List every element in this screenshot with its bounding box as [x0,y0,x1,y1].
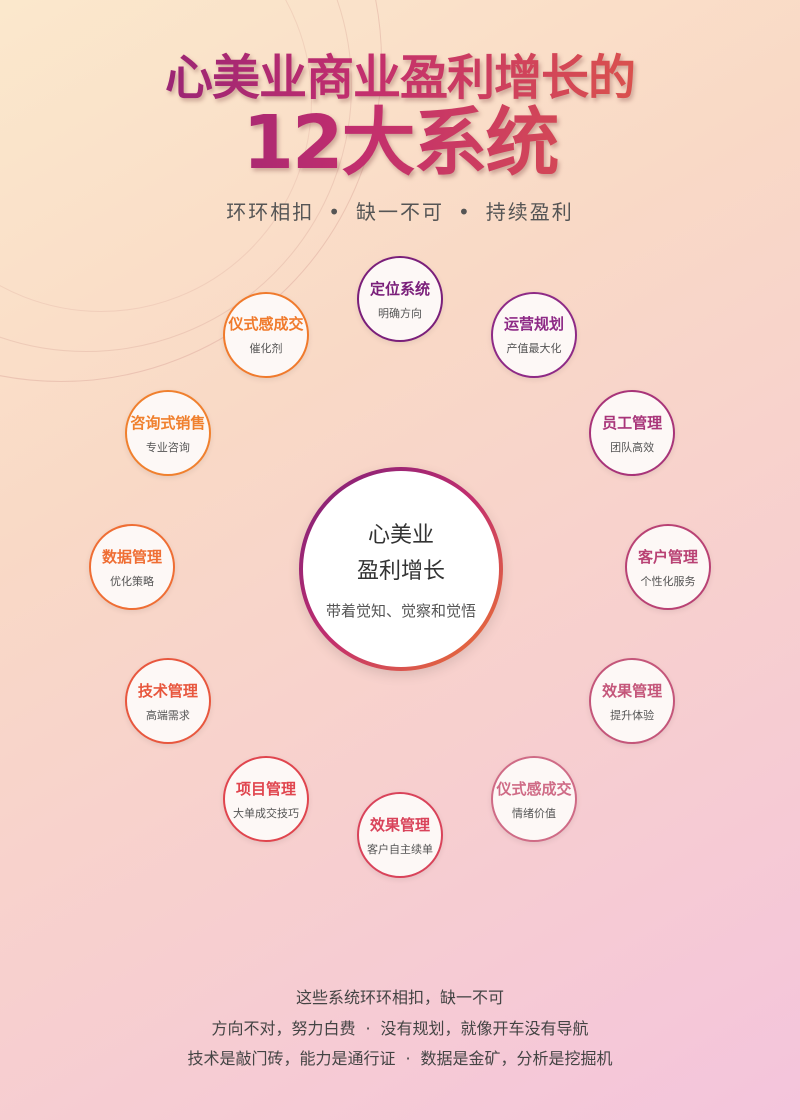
center-hub: 心美业 盈利增长 带着觉知、觉察和觉悟 [299,467,503,671]
tagline-separator: • [458,200,472,224]
system-title: 仪式感成交 [496,779,572,798]
system-title: 效果管理 [602,681,663,700]
tagline-item: 缺一不可 [356,200,444,224]
tagline-item: 持续盈利 [485,200,574,224]
system-title: 员工管理 [602,413,663,432]
system-node: 仪式感成交 催化剂 [223,291,309,378]
system-node: 咨询式销售 专业咨询 [124,390,211,476]
system-node: 效果管理 提升体验 [589,658,676,744]
footer-separator: · [365,1019,371,1038]
system-title: 数据管理 [101,547,162,566]
tagline-separator: • [328,200,342,224]
system-title: 技术管理 [137,681,198,700]
system-node: 项目管理大单成交技巧 [223,756,309,843]
system-node: 运营规划 产值最大化 [491,291,577,378]
footer-separator: · [405,1049,411,1068]
footer-line-2: 方向不对，努力白费 · 没有规划，就像开车没有导航 [0,1015,800,1039]
system-subtitle: 个性化服务 [640,574,696,588]
system-node: 员工管理 团队高效 [589,390,676,476]
page-title: 心美业商业盈利增长的 [0,48,800,108]
page-title-main: 12大系统 [0,100,800,186]
footer-line-1: 这些系统环环相扣，缺一不可 [295,988,504,1007]
system-node: 定位系统 明确方向 [357,256,443,342]
system-node: 效果管理客户自主续单 [357,792,443,878]
system-title: 咨询式销售 [130,413,206,432]
footer-text: 方向不对，努力白费 [211,1019,356,1038]
system-title: 项目管理 [235,779,296,798]
footer-text: 数据是金矿，分析是挖掘机 [420,1049,613,1068]
system-subtitle: 提升体验 [610,708,655,722]
system-node: 客户管理 个性化服务 [625,524,711,610]
system-subtitle: 催化剂 [249,342,283,356]
center-title-line1: 心美业 [367,522,434,548]
system-subtitle: 团队高效 [610,440,655,454]
tagline: 环环相扣 • 缺一不可 • 持续盈利 [0,196,800,225]
system-node: 仪式感成交 情绪价值 [491,756,577,843]
system-title: 效果管理 [369,815,430,834]
center-caption: 带着觉知、觉察和觉悟 [325,601,476,620]
center-title-line2: 盈利增长 [356,558,445,584]
system-subtitle: 优化策略 [110,574,154,588]
footer-text: 技术是敲门砖，能力是通行证 [187,1049,396,1068]
system-subtitle: 情绪价值 [512,806,556,820]
system-subtitle: 客户自主续单 [367,842,433,856]
system-subtitle: 产值最大化 [506,342,562,356]
system-subtitle: 大单成交技巧 [233,806,299,820]
footer-text: 没有规划，就像开车没有导航 [380,1019,589,1038]
tagline-item: 环环相扣 [226,200,315,224]
system-title: 仪式感成交 [228,315,304,334]
system-subtitle: 明确方向 [378,306,422,320]
footer-line-3: 技术是敲门砖，能力是通行证 · 数据是金矿，分析是挖掘机 [0,1045,800,1069]
system-title: 定位系统 [369,279,430,298]
system-subtitle: 专业咨询 [145,440,190,454]
system-subtitle: 高端需求 [145,708,190,722]
system-node: 技术管理 高端需求 [124,658,211,744]
system-title: 运营规划 [503,315,564,334]
system-node: 数据管理 优化策略 [89,524,175,610]
system-title: 客户管理 [637,547,698,566]
